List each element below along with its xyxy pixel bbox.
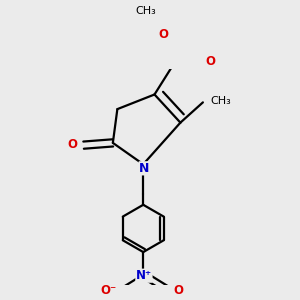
- Text: N⁺: N⁺: [136, 269, 152, 282]
- Text: O⁻: O⁻: [100, 284, 116, 297]
- Text: O: O: [158, 28, 169, 41]
- Text: N: N: [139, 162, 150, 175]
- Text: O: O: [68, 138, 78, 151]
- Text: O: O: [205, 55, 215, 68]
- Text: CH₃: CH₃: [211, 96, 232, 106]
- Text: CH₃: CH₃: [135, 6, 156, 16]
- Text: O: O: [173, 284, 183, 297]
